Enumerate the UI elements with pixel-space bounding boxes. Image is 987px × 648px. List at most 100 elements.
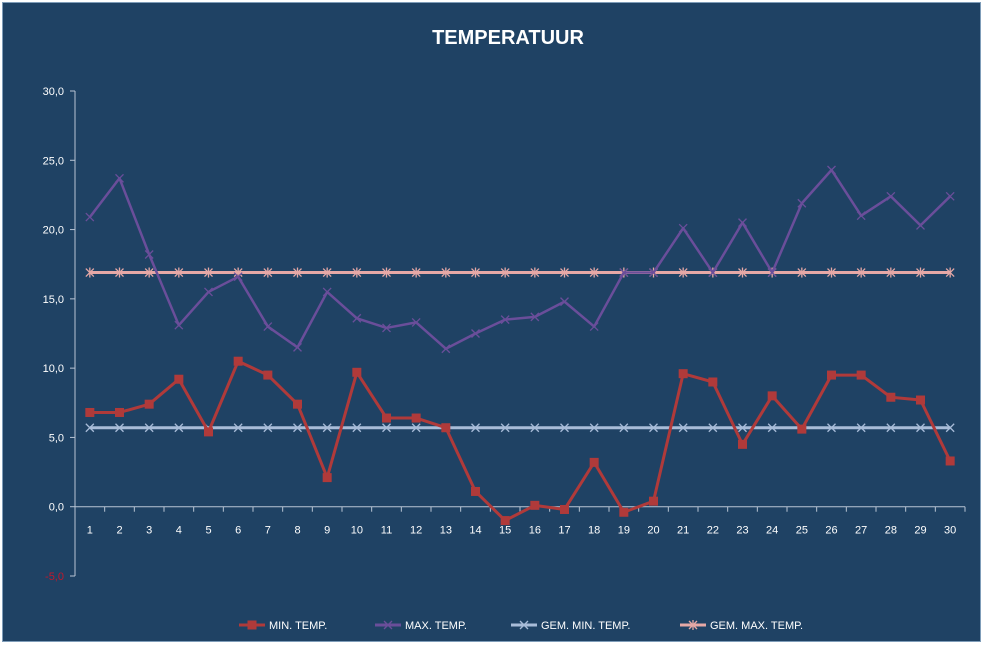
data-point	[886, 423, 896, 433]
data-point	[589, 267, 599, 278]
x-tick-label: 27	[855, 525, 867, 537]
data-point	[204, 427, 213, 437]
y-tick-label: 20,0	[43, 225, 64, 237]
x-tick-label: 14	[469, 525, 481, 537]
x-tick-label: 5	[205, 525, 211, 537]
data-point	[293, 399, 302, 409]
data-point	[441, 267, 451, 278]
chart-title: TEMPERATUUR	[432, 27, 584, 49]
axes	[74, 91, 965, 576]
legend-item: GEM. MIN. TEMP.	[511, 620, 630, 632]
x-tick-label: 29	[914, 525, 926, 537]
data-point	[263, 322, 273, 332]
data-point	[827, 423, 836, 433]
x-tick-label: 21	[677, 525, 689, 537]
data-point	[619, 423, 629, 433]
data-point	[144, 423, 154, 433]
data-point	[322, 287, 332, 297]
data-point	[916, 267, 925, 278]
data-point	[678, 369, 688, 379]
y-tick-label: 10,0	[43, 363, 64, 375]
data-point	[471, 423, 480, 433]
data-point	[649, 268, 658, 277]
data-point	[174, 320, 184, 330]
data-point	[678, 267, 688, 278]
data-point	[530, 312, 540, 322]
data-point	[500, 516, 510, 526]
data-point	[945, 267, 955, 278]
data-point	[886, 392, 896, 402]
data-point	[560, 423, 569, 433]
series-line	[89, 359, 952, 523]
data-point	[293, 267, 302, 278]
data-point	[263, 423, 273, 433]
data-point	[322, 267, 332, 278]
data-point	[797, 267, 807, 278]
data-point	[916, 220, 925, 230]
data-point	[856, 211, 866, 221]
x-tick-label: 10	[351, 525, 363, 537]
data-point	[797, 198, 807, 208]
data-point	[619, 507, 629, 517]
legend-item: GEM. MAX. TEMP.	[680, 620, 803, 632]
legend-label: MIN. TEMP.	[269, 620, 327, 632]
x-tick-label: 30	[944, 525, 956, 537]
data-point	[945, 456, 955, 466]
data-point	[411, 413, 421, 423]
data-point	[500, 267, 510, 278]
data-point	[85, 423, 95, 433]
y-tick-label: -5,0	[45, 571, 64, 583]
x-tick-label: 22	[707, 525, 719, 537]
data-point	[560, 504, 569, 514]
line-chart: TEMPERATUUR 30,0 25,0 20,0 15,0 10,0 5,0 0,0 -5…	[43, 27, 966, 632]
x-tick-label: 4	[176, 525, 182, 537]
x-tick-label: 20	[647, 525, 659, 537]
data-point	[115, 407, 124, 417]
data-point	[85, 407, 95, 417]
data-point	[827, 370, 836, 380]
series-gem-min-temp	[85, 423, 955, 433]
series-line	[88, 168, 952, 350]
data-point	[204, 267, 213, 278]
data-point	[174, 423, 184, 433]
data-point	[174, 267, 184, 278]
data-point	[589, 457, 599, 467]
data-point	[144, 399, 154, 409]
legend-label: MAX. TEMP.	[405, 620, 467, 632]
data-point	[144, 250, 154, 259]
legend: MIN. TEMP. MAX. TEMP. GEM. MIN. TEMP. GEM. …	[239, 620, 803, 632]
data-point	[827, 267, 836, 278]
data-point	[352, 267, 362, 278]
legend-swatch-marker	[688, 620, 698, 630]
data-point	[886, 191, 896, 201]
y-tick-label: 25,0	[43, 155, 64, 167]
data-point	[767, 423, 777, 433]
x-tick-label: 1	[87, 525, 93, 537]
data-point	[945, 191, 955, 201]
data-point	[471, 486, 480, 496]
data-point	[471, 267, 480, 278]
data-point	[738, 218, 747, 228]
y-tick-label: 5,0	[49, 432, 64, 444]
data-point	[352, 313, 362, 323]
data-point	[916, 395, 925, 405]
data-point	[649, 423, 658, 433]
data-point	[530, 500, 540, 510]
data-point	[263, 370, 273, 380]
x-tick-label: 17	[558, 525, 570, 537]
data-point	[293, 342, 302, 352]
data-point	[382, 423, 391, 433]
x-tick-label: 13	[440, 525, 452, 537]
data-point	[945, 423, 955, 433]
data-point	[115, 267, 124, 278]
data-point	[322, 473, 332, 483]
data-point	[500, 423, 510, 433]
x-tick-label: 28	[885, 525, 897, 537]
data-point	[916, 423, 925, 433]
x-tick-label: 6	[235, 525, 241, 537]
x-tick-label: 2	[116, 525, 122, 537]
data-point	[708, 423, 718, 433]
data-point	[115, 173, 124, 183]
data-point	[856, 423, 866, 433]
legend-swatch-marker	[383, 620, 393, 630]
